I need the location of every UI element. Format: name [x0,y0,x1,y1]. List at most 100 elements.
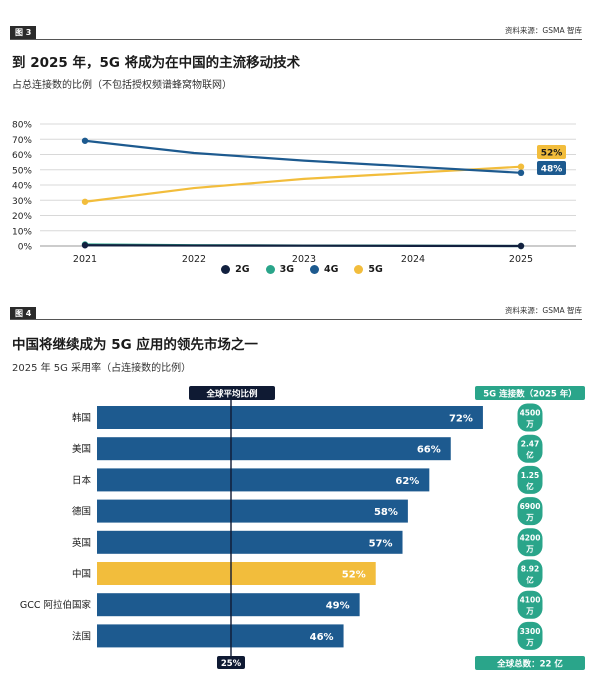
value-label: 66% [417,445,441,456]
reference-value: 25% [221,659,242,669]
value-label: 49% [326,601,350,612]
connection-value: 6900 [520,502,541,511]
connection-value: 4200 [520,533,541,542]
bar [97,468,430,492]
divider [10,39,582,40]
category-label: 韩国 [72,412,91,424]
legend-label: 4G [324,264,339,275]
connection-badge [517,559,543,588]
value-label: 62% [395,476,419,487]
legend-item-4G: 4G [310,264,338,275]
connection-badge [517,528,543,557]
connection-unit: 万 [525,638,534,647]
reference-value-box [217,656,245,669]
chart-title: 到 2025 年，5G 将成为在中国的主流移动技术 [12,55,301,71]
x-tick-label: 2024 [401,254,425,265]
category-label: 中国 [72,568,91,580]
legend-item-5G: 5G [354,264,383,275]
y-tick-label: 30% [12,197,32,207]
end-label-4G: 48% [541,165,563,175]
connection-value: 8.92 [521,565,540,574]
connection-unit: 亿 [526,450,534,460]
data-point-5G [81,198,89,205]
x-tick-label: 2022 [182,254,206,265]
end-label-box-5G [537,145,566,159]
bar [97,499,408,523]
data-point-2G [517,242,525,250]
legend-swatch [221,265,231,274]
connection-value: 1.25 [521,471,540,480]
connection-badge [517,497,543,526]
connection-value: 4500 [520,409,541,418]
connection-unit: 亿 [526,481,534,491]
connections-header: 5G 连接数（2025 年） [483,389,576,400]
connection-badge [517,465,543,494]
y-tick-label: 0% [18,243,33,253]
category-label: 日本 [72,474,92,486]
category-label: 德国 [72,506,91,518]
chart-title: 中国将继续成为 5G 应用的领先市场之一 [12,337,258,353]
connection-value: 2.47 [521,440,540,449]
category-label: GCC 阿拉伯国家 [20,599,92,611]
legend-label: 5G [368,264,383,275]
legend-label: 3G [279,264,294,275]
end-label-5G: 52% [541,149,563,159]
legend-label: 2G [235,264,250,275]
connection-unit: 万 [525,544,534,553]
divider [10,319,582,320]
connection-value: 4100 [520,596,541,605]
x-tick-label: 2021 [73,254,97,265]
global-total: 全球总数：22 亿 [496,659,563,670]
connection-unit: 亿 [526,575,534,585]
category-label: 英国 [72,537,91,549]
category-label: 美国 [72,443,91,455]
bar [97,437,451,461]
connection-unit: 万 [525,513,534,522]
reference-label-box [189,386,275,400]
connection-badge [517,434,543,463]
series-line-2G [84,244,522,248]
y-tick-label: 80% [12,121,32,131]
connection-value: 3300 [520,627,541,636]
value-label: 58% [374,507,398,518]
series-line-4G [84,139,522,174]
source-note: 资料来源：GSMA 智库 [504,26,582,35]
line-chart: 0% 10% 20% 30% 40% 50% 60% 70% 80% 2021 2022 2023 20… [12,121,576,265]
chart-subtitle: 2025 年 5G 采用率（占连接数的比例） [12,363,192,374]
data-point-4G [81,137,89,144]
value-label: 46% [310,632,334,643]
legend-swatch [310,265,319,274]
legend-swatch [265,265,275,274]
value-label: 72% [449,414,473,425]
legend-item-2G: 2G [221,264,250,275]
y-tick-label: 70% [12,136,32,146]
figure-tag: 图 4 [10,307,37,320]
y-tick-label: 20% [12,212,32,222]
data-point-5G [517,163,525,170]
y-tick-label: 50% [12,166,32,176]
connection-badge [517,590,543,619]
bar [97,593,360,617]
legend-item-3G: 3G [265,264,294,275]
source-note: 资料来源：GSMA 智库 [504,306,582,315]
connection-badge [517,621,543,650]
value-label: 57% [369,538,393,549]
connection-unit: 万 [525,607,534,616]
data-point-2G [81,242,89,249]
y-tick-label: 10% [12,227,32,237]
global-total-box [475,656,585,670]
bar [97,530,403,554]
category-label: 法国 [72,630,91,642]
connections-header-box [475,386,585,400]
bar [97,624,344,648]
y-tick-label: 60% [12,151,32,161]
end-label-box-4G [537,161,566,175]
value-label: 52% [342,570,366,581]
series-line-5G [84,165,522,203]
bar [97,406,483,429]
x-tick-label: 2025 [509,254,533,265]
y-tick-label: 40% [12,182,32,192]
legend-swatch [354,265,364,274]
bar [97,562,376,585]
reference-label: 全球平均比例 [205,389,258,400]
